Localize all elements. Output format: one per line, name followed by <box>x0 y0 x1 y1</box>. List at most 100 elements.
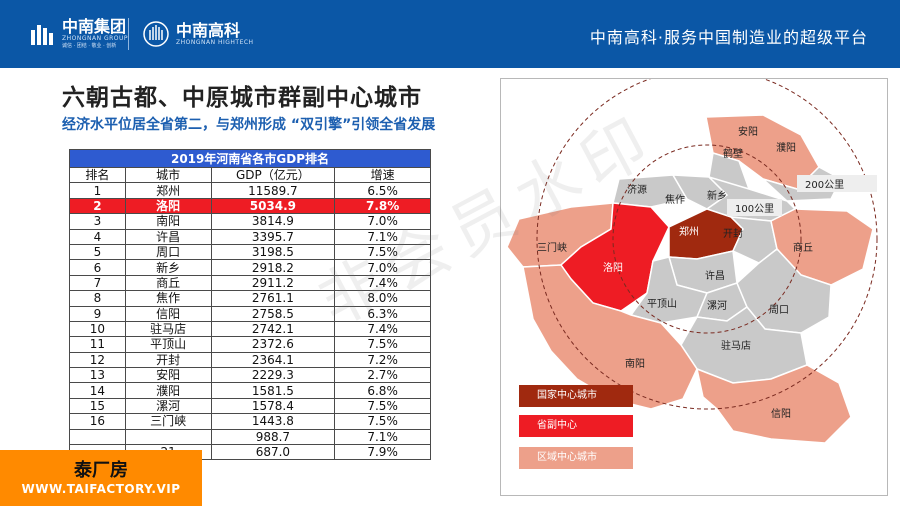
gdp-ranking-table: 2019年河南省各市GDP排名 排名 城市 GDP（亿元） 增速 1 郑州 1158… <box>69 149 431 461</box>
growth-cell: 7.9% <box>334 444 431 461</box>
gdp-cell: 687.0 <box>210 444 336 461</box>
footer-brand-name: 泰厂房 <box>74 460 128 481</box>
henan-map <box>506 79 878 444</box>
header-growth: 增速 <box>334 166 431 184</box>
table-row: 6 新乡 2918.2 7.0% <box>69 259 431 276</box>
henan-map-panel: 200公里 100公里 安阳 鹤壁 濮阳 济源 焦作 新乡 郑州 开封 三门峡 … <box>500 78 888 496</box>
table-row-highlighted: 2 洛阳 5034.9 7.8% <box>69 197 431 215</box>
city-cell: 开封 <box>124 351 212 369</box>
city-label-puyang: 濮阳 <box>776 143 796 154</box>
region-jiyuan <box>612 174 689 208</box>
gdp-cell: 5034.9 <box>210 197 336 215</box>
rank-cell <box>69 428 126 446</box>
growth-cell: 7.4% <box>334 274 431 292</box>
rank-cell: 9 <box>69 305 126 322</box>
growth-cell: 8.0% <box>334 290 431 307</box>
logo1-name: 中南集团 <box>62 17 127 36</box>
gdp-cell: 2761.1 <box>210 290 336 307</box>
rank-cell: 14 <box>69 382 126 399</box>
rank-cell: 6 <box>69 259 126 276</box>
city-cell: 许昌 <box>124 228 212 245</box>
table-row: 13 安阳 2229.3 2.7% <box>69 367 431 384</box>
legend-regional-center: 区域中心城市 <box>519 447 633 469</box>
zhongnan-group-logo-icon <box>31 25 53 45</box>
rank-cell: 13 <box>69 367 126 384</box>
gdp-cell: 2372.6 <box>210 336 336 353</box>
growth-cell: 7.2% <box>334 351 431 369</box>
city-label-luoyang: 洛阳 <box>603 263 623 274</box>
gdp-cell: 988.7 <box>210 428 336 446</box>
rank-cell: 2 <box>69 197 126 215</box>
city-label-xinyang: 信阳 <box>771 409 791 420</box>
rank-cell: 4 <box>69 228 126 245</box>
table-row: 16 三门峡 1443.8 7.5% <box>69 413 431 430</box>
table-row: 11 平顶山 2372.6 7.5% <box>69 336 431 353</box>
table-row: 7 商丘 2911.2 7.4% <box>69 274 431 292</box>
city-label-xuchang: 许昌 <box>705 271 725 282</box>
growth-cell: 7.4% <box>334 320 431 338</box>
city-label-zhoukou: 周口 <box>769 305 789 316</box>
table-row: 14 濮阳 1581.5 6.8% <box>69 382 431 399</box>
zhongnan-group-logo[interactable]: 中南集团 ZHONGNAN GROUP 诚信 · 团结 · 敬业 · 创新 <box>28 14 128 54</box>
gdp-cell: 1581.5 <box>210 382 336 399</box>
city-label-hebi: 鹤壁 <box>723 149 743 160</box>
gdp-cell: 2918.2 <box>210 259 336 276</box>
city-cell: 郑州 <box>124 182 212 199</box>
rank-cell: 1 <box>69 182 126 199</box>
zhongnan-hightech-logo-icon <box>143 21 169 47</box>
region-nanyang <box>522 264 698 410</box>
city-label-jiaozuo: 焦作 <box>665 195 685 206</box>
growth-cell: 7.1% <box>334 428 431 446</box>
legend-national-center: 国家中心城市 <box>519 385 633 407</box>
gdp-cell: 2364.1 <box>210 351 336 369</box>
header-rank: 排名 <box>69 166 126 184</box>
city-cell: 三门峡 <box>124 413 212 430</box>
city-label-anyang: 安阳 <box>738 127 758 138</box>
table-caption: 2019年河南省各市GDP排名 <box>69 149 431 168</box>
city-label-luohe: 漯河 <box>707 301 727 312</box>
table-row: 5 周口 3198.5 7.5% <box>69 243 431 261</box>
city-cell: 平顶山 <box>124 336 212 353</box>
table-row: 15 漯河 1578.4 7.5% <box>69 397 431 415</box>
gdp-cell: 1443.8 <box>210 413 336 430</box>
gdp-cell: 3198.5 <box>210 243 336 261</box>
circle-100km <box>612 144 802 334</box>
rank-cell: 11 <box>69 336 126 353</box>
distance-100-label: 100公里 <box>727 199 783 216</box>
city-cell: 信阳 <box>124 305 212 322</box>
rank-cell: 8 <box>69 290 126 307</box>
city-cell: 南阳 <box>124 213 212 230</box>
rank-cell: 16 <box>69 413 126 430</box>
growth-cell: 7.5% <box>334 413 431 430</box>
growth-cell: 7.1% <box>334 228 431 245</box>
logo2-en: ZHONGNAN HIGHTECH <box>176 38 254 46</box>
city-label-jiyuan: 济源 <box>627 185 647 196</box>
gdp-cell: 2911.2 <box>210 274 336 292</box>
city-cell: 洛阳 <box>124 197 212 215</box>
city-cell: 周口 <box>124 243 212 261</box>
growth-cell: 7.0% <box>334 213 431 230</box>
logo1-motto: 诚信 · 团结 · 敬业 · 创新 <box>62 43 117 49</box>
city-label-kaifeng: 开封 <box>723 229 743 240</box>
table-row: 4 许昌 3395.7 7.1% <box>69 228 431 245</box>
footer-url-link[interactable]: WWW.TAIFACTORY.VIP <box>21 482 181 496</box>
city-label-shangqiu: 商丘 <box>793 243 813 254</box>
gdp-cell: 11589.7 <box>210 182 336 199</box>
table-row: 988.7 7.1% <box>69 428 431 446</box>
rank-cell: 12 <box>69 351 126 369</box>
city-cell: 濮阳 <box>124 382 212 399</box>
zhongnan-hightech-logo[interactable]: 中南高科 ZHONGNAN HIGHTECH <box>142 14 254 54</box>
city-label-zhumadian: 驻马店 <box>721 341 751 352</box>
rank-cell: 10 <box>69 320 126 338</box>
header-slogan: 中南高科·服务中国制造业的超级平台 <box>589 28 868 47</box>
legend-sub-center: 省副中心 <box>519 415 633 437</box>
table-row: 12 开封 2364.1 7.2% <box>69 351 431 369</box>
logo1-en: ZHONGNAN GROUP <box>62 35 129 42</box>
rank-cell: 7 <box>69 274 126 292</box>
city-cell <box>124 428 212 446</box>
gdp-cell: 1578.4 <box>210 397 336 415</box>
page-subtitle: 经济水平位居全省第二，与郑州形成 “双引擎”引领全省发展 <box>62 117 436 133</box>
header-gdp: GDP（亿元） <box>210 166 336 184</box>
growth-cell: 7.0% <box>334 259 431 276</box>
footer-banner[interactable]: 泰厂房 WWW.TAIFACTORY.VIP <box>0 450 202 506</box>
